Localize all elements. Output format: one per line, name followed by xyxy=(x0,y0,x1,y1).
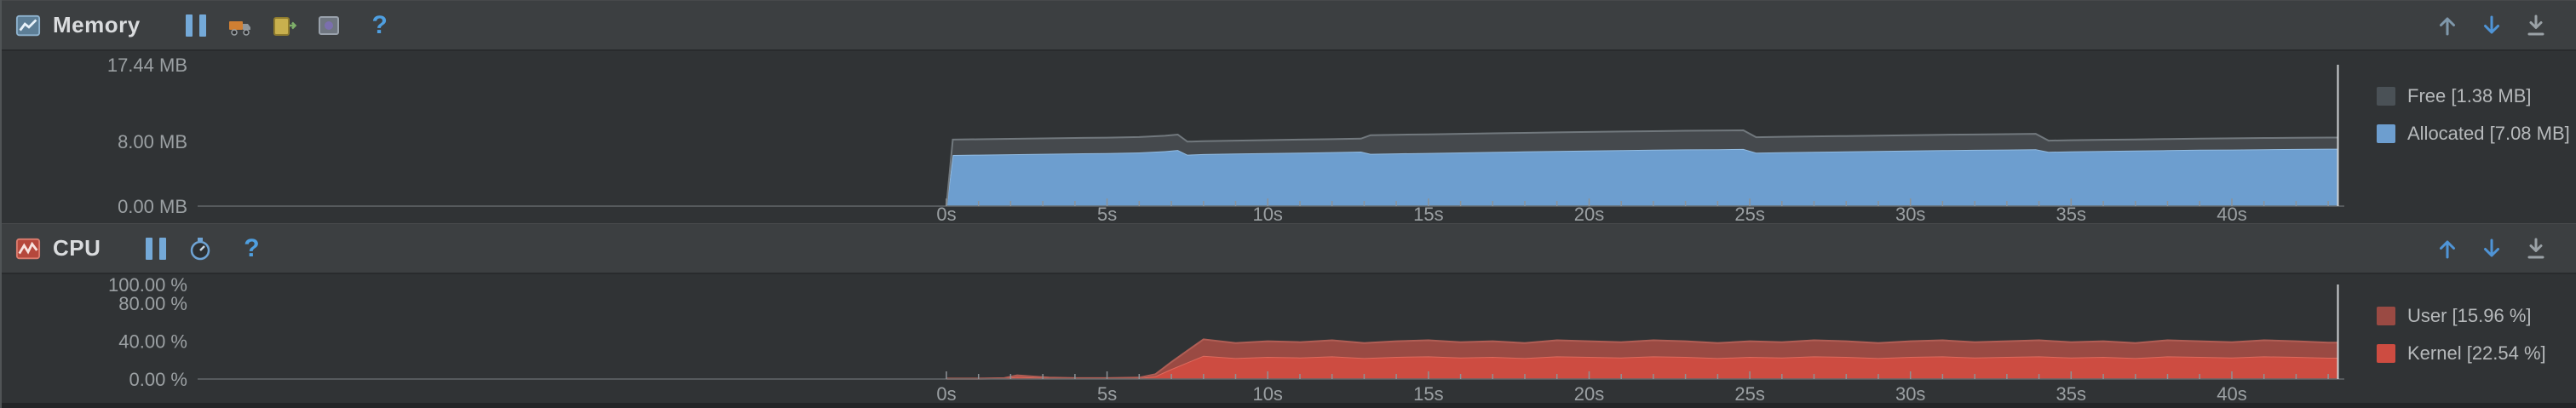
svg-text:0s: 0s xyxy=(936,383,956,403)
svg-text:35s: 35s xyxy=(2056,383,2086,403)
cpu-header: CPU ? xyxy=(2,223,2576,274)
legend-label: Free [1.38 MB] xyxy=(2407,85,2532,106)
legend-item-free: Free [1.38 MB] xyxy=(2377,85,2570,107)
svg-text:80.00 %: 80.00 % xyxy=(118,293,187,314)
svg-text:8.00 MB: 8.00 MB xyxy=(118,131,187,152)
cpu-pause-button[interactable] xyxy=(138,231,174,267)
pause-icon xyxy=(146,237,167,260)
next-panel-edge xyxy=(2,403,2576,408)
svg-text:30s: 30s xyxy=(1895,383,1925,403)
up-arrow-icon xyxy=(2434,235,2461,262)
svg-text:15s: 15s xyxy=(1413,383,1443,403)
minimize-icon xyxy=(2522,12,2550,39)
svg-text:0.00 %: 0.00 % xyxy=(129,369,188,390)
svg-text:10s: 10s xyxy=(1252,204,1282,223)
svg-text:0s: 0s xyxy=(936,204,956,223)
down-arrow-icon xyxy=(2478,235,2505,262)
svg-text:25s: 25s xyxy=(1734,383,1764,403)
pause-icon xyxy=(185,14,206,37)
svg-text:15s: 15s xyxy=(1413,204,1443,223)
cpu-stopwatch-button[interactable] xyxy=(182,231,218,267)
svg-text:5s: 5s xyxy=(1097,383,1117,403)
heap-dump-icon xyxy=(271,12,298,39)
memory-chart-svg: 0s 5s 10s 15s 20s 25s 30s 35s 40s 17.44 MB 8.00 MB… xyxy=(107,55,2344,223)
memory-move-up-button[interactable] xyxy=(2429,8,2465,43)
user-swatch xyxy=(2377,307,2395,325)
legend-item-kernel: Kernel [22.54 %] xyxy=(2377,342,2546,365)
memory-move-down-button[interactable] xyxy=(2474,8,2510,43)
gc-truck-icon xyxy=(227,12,254,39)
allocation-tracker-button[interactable] xyxy=(311,8,347,43)
cpu-move-up-button[interactable] xyxy=(2429,231,2465,267)
svg-text:100.00 %: 100.00 % xyxy=(108,274,187,296)
memory-panel-icon xyxy=(15,13,41,38)
svg-text:40.00 %: 40.00 % xyxy=(118,331,187,353)
svg-text:0.00 MB: 0.00 MB xyxy=(118,196,187,217)
legend-label: User [15.96 %] xyxy=(2407,305,2532,326)
memory-pause-button[interactable] xyxy=(178,8,214,43)
cpu-panel-icon xyxy=(15,236,41,261)
cpu-legend: User [15.96 %] Kernel [22.54 %] xyxy=(2377,305,2546,365)
initiate-gc-button[interactable] xyxy=(222,8,258,43)
help-icon: ? xyxy=(244,233,260,262)
memory-panel: Memory ? xyxy=(2,0,2576,223)
cpu-chart: 0s 5s 10s 15s 20s 25s 30s 35s 40s 100.00 % 80.00 %… xyxy=(2,274,2576,403)
cpu-move-down-button[interactable] xyxy=(2474,231,2510,267)
down-arrow-icon xyxy=(2478,12,2505,39)
svg-text:20s: 20s xyxy=(1574,383,1604,403)
cpu-help-button[interactable]: ? xyxy=(233,231,269,267)
svg-text:10s: 10s xyxy=(1252,383,1282,403)
memory-title: Memory xyxy=(53,12,141,37)
svg-text:17.44 MB: 17.44 MB xyxy=(107,55,187,76)
help-icon: ? xyxy=(371,10,388,39)
heap-dump-button[interactable] xyxy=(267,8,302,43)
memory-header: Memory ? xyxy=(2,0,2576,51)
svg-text:20s: 20s xyxy=(1574,204,1604,223)
kernel-swatch xyxy=(2377,344,2395,363)
legend-label: Allocated [7.08 MB] xyxy=(2407,123,2570,144)
up-arrow-icon xyxy=(2434,12,2461,39)
cpu-chart-svg: 0s 5s 10s 15s 20s 25s 30s 35s 40s 100.00 %80.00 %… xyxy=(108,274,2344,403)
svg-text:25s: 25s xyxy=(1734,204,1764,223)
legend-label: Kernel [22.54 %] xyxy=(2407,342,2546,364)
svg-text:40s: 40s xyxy=(2217,383,2246,403)
memory-chart: 0s 5s 10s 15s 20s 25s 30s 35s 40s 17.44 MB 8.00 MB… xyxy=(2,51,2576,223)
cpu-panel: CPU ? xyxy=(2,223,2576,403)
legend-item-user: User [15.96 %] xyxy=(2377,305,2546,327)
memory-help-button[interactable]: ? xyxy=(362,8,398,43)
svg-text:40s: 40s xyxy=(2217,204,2246,223)
svg-text:30s: 30s xyxy=(1895,204,1925,223)
memory-legend: Free [1.38 MB] Allocated [7.08 MB] xyxy=(2377,85,2570,145)
svg-text:5s: 5s xyxy=(1097,204,1117,223)
allocated-swatch xyxy=(2377,124,2395,143)
free-swatch xyxy=(2377,87,2395,106)
svg-text:35s: 35s xyxy=(2056,204,2086,223)
allocation-tracker-icon xyxy=(315,12,342,39)
stopwatch-icon xyxy=(187,235,214,262)
cpu-minimize-button[interactable] xyxy=(2518,231,2554,267)
minimize-icon xyxy=(2522,235,2550,262)
cpu-title: CPU xyxy=(53,235,101,261)
legend-item-allocated: Allocated [7.08 MB] xyxy=(2377,123,2570,145)
memory-minimize-button[interactable] xyxy=(2518,8,2554,43)
